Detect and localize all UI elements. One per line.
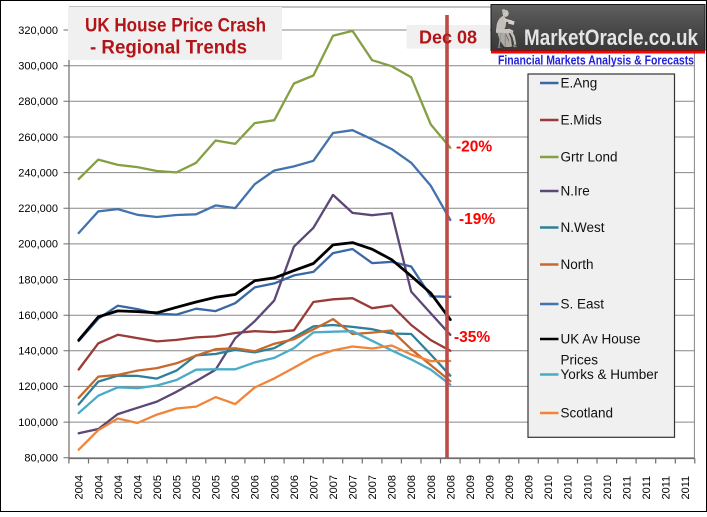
svg-text:2006: 2006 — [230, 475, 242, 499]
svg-text:2009: 2009 — [504, 475, 516, 499]
svg-text:240,000: 240,000 — [18, 167, 58, 179]
svg-text:2011: 2011 — [661, 476, 673, 500]
svg-text:2004: 2004 — [74, 475, 86, 499]
svg-text:2009: 2009 — [485, 475, 497, 499]
svg-text:2006: 2006 — [269, 475, 281, 499]
svg-text:2009: 2009 — [524, 475, 536, 499]
svg-text:North: North — [561, 257, 594, 272]
svg-text:320,000: 320,000 — [18, 25, 58, 37]
svg-text:2005: 2005 — [211, 475, 223, 499]
svg-text:140,000: 140,000 — [18, 346, 58, 358]
svg-text:2011: 2011 — [641, 476, 653, 500]
svg-text:2010: 2010 — [582, 475, 594, 499]
svg-text:UK House Price Crash: UK House Price Crash — [85, 15, 266, 37]
svg-text:2008: 2008 — [406, 475, 418, 499]
svg-text:MarketOracle.co.uk: MarketOracle.co.uk — [524, 25, 699, 50]
svg-text:2005: 2005 — [172, 475, 184, 499]
svg-text:100,000: 100,000 — [18, 417, 58, 429]
svg-text:2005: 2005 — [191, 475, 203, 499]
svg-text:2008: 2008 — [445, 475, 457, 499]
svg-text:2010: 2010 — [543, 475, 555, 499]
svg-text:2005: 2005 — [152, 475, 164, 499]
svg-text:Yorks & Humber: Yorks & Humber — [561, 367, 659, 382]
svg-text:Scotland: Scotland — [561, 406, 614, 421]
svg-text:2008: 2008 — [426, 475, 438, 499]
svg-text:N.Ire: N.Ire — [561, 184, 590, 199]
svg-text:2010: 2010 — [563, 475, 575, 499]
svg-text:2007: 2007 — [367, 475, 379, 499]
svg-text:- Regional Trends: - Regional Trends — [90, 37, 247, 59]
svg-text:Grtr Lond: Grtr Lond — [561, 150, 618, 165]
svg-text:2011: 2011 — [680, 476, 692, 500]
svg-text:2010: 2010 — [602, 475, 614, 499]
svg-text:120,000: 120,000 — [18, 381, 58, 393]
svg-text:300,000: 300,000 — [18, 61, 58, 73]
svg-text:2008: 2008 — [387, 475, 399, 499]
svg-text:220,000: 220,000 — [18, 203, 58, 215]
svg-text:-19%: -19% — [459, 211, 495, 228]
svg-text:UK Av House: UK Av House — [561, 332, 641, 347]
svg-text:280,000: 280,000 — [18, 96, 58, 108]
svg-text:-35%: -35% — [454, 329, 490, 346]
svg-text:2007: 2007 — [308, 475, 320, 499]
svg-text:Prices: Prices — [561, 353, 599, 368]
svg-text:2004: 2004 — [132, 475, 144, 499]
svg-text:N.West: N.West — [561, 220, 605, 235]
svg-text:E.Ang: E.Ang — [561, 76, 598, 91]
svg-text:-20%: -20% — [456, 139, 492, 156]
svg-text:2007: 2007 — [348, 475, 360, 499]
svg-text:Dec 08: Dec 08 — [419, 28, 477, 48]
svg-text:80,000: 80,000 — [24, 453, 58, 465]
svg-text:Financial Markets Analysis & F: Financial Markets Analysis & Forecasts — [498, 54, 694, 68]
svg-text:160,000: 160,000 — [18, 310, 58, 322]
svg-text:2009: 2009 — [465, 475, 477, 499]
svg-text:2004: 2004 — [113, 475, 125, 499]
svg-text:2007: 2007 — [328, 475, 340, 499]
svg-text:2004: 2004 — [93, 475, 105, 499]
svg-text:E.Mids: E.Mids — [561, 113, 603, 128]
svg-text:2006: 2006 — [250, 475, 262, 499]
svg-text:2006: 2006 — [289, 475, 301, 499]
svg-text:S. East: S. East — [561, 297, 605, 312]
svg-text:180,000: 180,000 — [18, 274, 58, 286]
svg-text:2011: 2011 — [621, 476, 633, 500]
svg-text:200,000: 200,000 — [18, 239, 58, 251]
svg-text:260,000: 260,000 — [18, 132, 58, 144]
